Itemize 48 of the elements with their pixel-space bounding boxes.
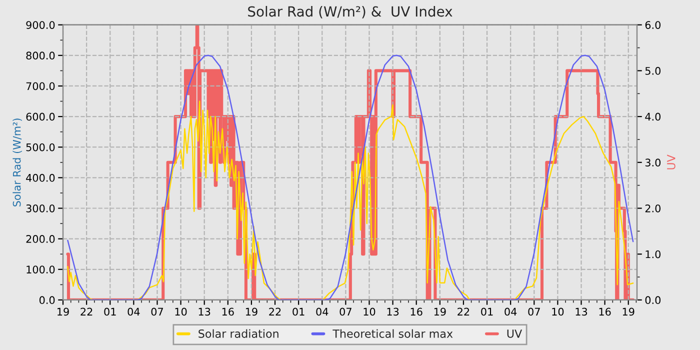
y-tick-label: 500.0 xyxy=(26,143,55,152)
y-tick-label: 600.0 xyxy=(26,112,55,121)
y2-tick-label: 2.0 xyxy=(645,204,661,212)
x-tick-label: 19 xyxy=(58,308,69,316)
y2-tick-label: 5.0 xyxy=(645,66,661,75)
x-tick-label: 13 xyxy=(198,308,210,316)
x-tick-label: 16 xyxy=(599,308,611,316)
legend-label: UV xyxy=(507,330,522,338)
chart-title: Solar Rad (W/m²) & UV Index xyxy=(248,6,452,18)
y2-axis-title: UV xyxy=(667,154,676,170)
x-tick-label: 19 xyxy=(246,308,258,316)
legend-label: Theoretical solar max xyxy=(332,329,453,338)
y-tick-label: 800.0 xyxy=(26,52,55,60)
x-tick-label: 10 xyxy=(552,308,564,316)
legend-label: Solar radiation xyxy=(198,329,278,338)
y-tick-label: 700.0 xyxy=(26,82,55,90)
x-tick-label: 19 xyxy=(434,308,446,316)
x-tick-label: 16 xyxy=(410,308,422,316)
x-tick-label: 04 xyxy=(504,308,517,316)
x-tick-label: 22 xyxy=(80,308,92,316)
x-tick-label: 01 xyxy=(292,308,304,316)
x-tick-label: 07 xyxy=(340,308,352,316)
y-tick-label: 400.0 xyxy=(26,174,55,182)
x-tick-label: 16 xyxy=(222,308,234,316)
x-tick-label: 01 xyxy=(481,308,493,316)
x-tick-label: 19 xyxy=(622,308,634,316)
y-tick-label: 900.0 xyxy=(26,21,55,29)
y-tick-label: 100.0 xyxy=(26,266,55,274)
y-tick-label: 300.0 xyxy=(26,204,55,212)
x-tick-label: 01 xyxy=(104,308,116,316)
y2-tick-label: 4.0 xyxy=(645,112,661,121)
y-tick-label: 200.0 xyxy=(26,235,55,243)
x-tick-label: 22 xyxy=(269,308,281,316)
y-tick-label: 0.0 xyxy=(39,296,55,304)
x-tick-label: 07 xyxy=(151,308,163,316)
y2-tick-label: 1.0 xyxy=(646,250,661,258)
y-axis-title: Solar Rad (W/m²) xyxy=(12,118,22,206)
x-tick-label: 13 xyxy=(387,308,399,316)
x-tick-label: 07 xyxy=(528,308,540,316)
y2-tick-label: 0.0 xyxy=(645,296,661,304)
x-tick-label: 13 xyxy=(576,308,588,316)
x-tick-label: 04 xyxy=(128,308,140,316)
x-tick-label: 10 xyxy=(175,308,187,316)
x-tick-label: 22 xyxy=(458,308,470,316)
y2-tick-label: 6.0 xyxy=(645,21,661,29)
x-tick-label: 04 xyxy=(316,308,328,316)
x-tick-label: 10 xyxy=(364,308,376,316)
y2-tick-label: 3.0 xyxy=(645,158,661,167)
